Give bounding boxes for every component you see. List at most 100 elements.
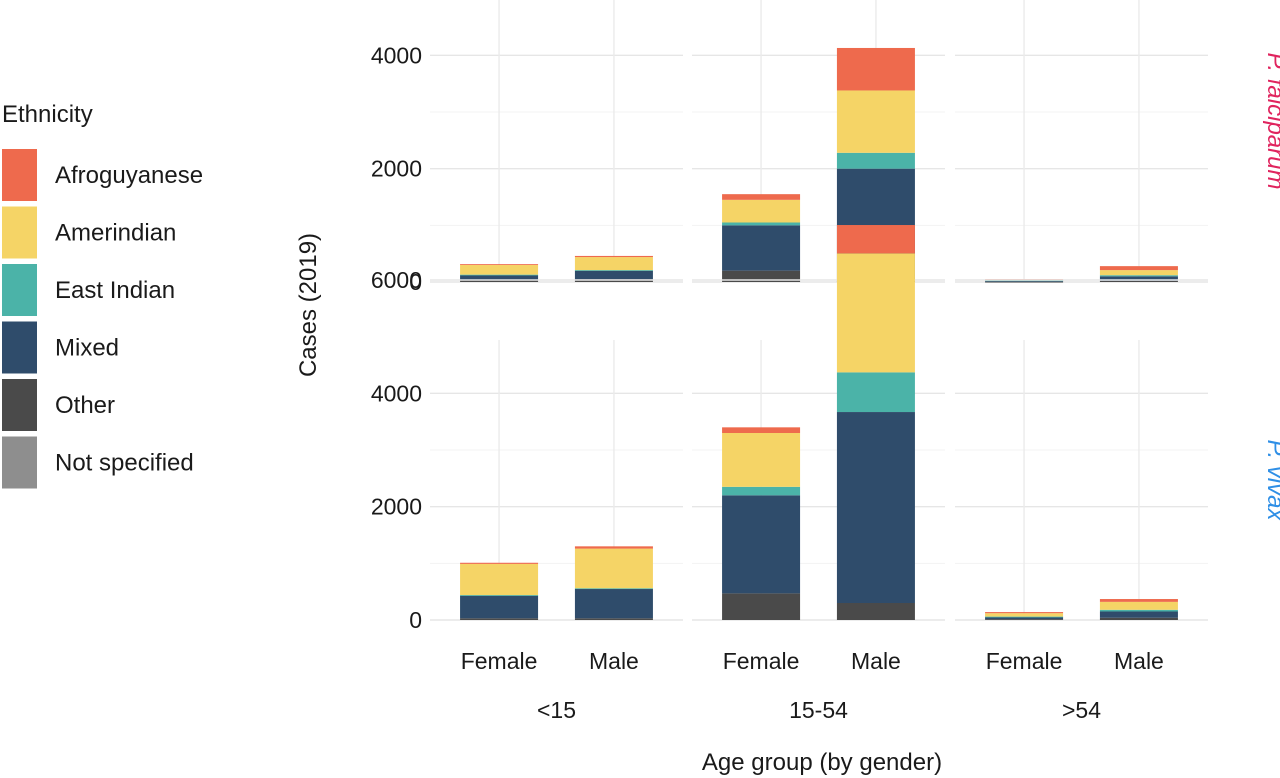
bar-54-male — [1099, 599, 1178, 620]
facet-label: >54 — [1062, 697, 1101, 723]
bar-segment-afroguyanese — [722, 427, 801, 433]
legend-swatch-mixed — [2, 321, 37, 374]
bar-segment-amerindian — [836, 253, 915, 373]
bar-15-54-male — [836, 225, 915, 620]
legend-label-afroguyanese: Afroguyanese — [55, 162, 203, 189]
facet-label: <15 — [537, 697, 576, 723]
bar-segment-east-indian — [722, 222, 801, 226]
bar-54-male — [1099, 266, 1178, 282]
bar-segment-east-indian — [722, 486, 801, 496]
bar-segment-afroguyanese — [460, 264, 539, 265]
bar-54-female — [985, 612, 1064, 620]
bar-segment-afroguyanese — [985, 612, 1064, 614]
bar-segment-afroguyanese — [836, 225, 915, 254]
bar-segment-other — [836, 603, 915, 620]
legend-label-amerindian: Amerindian — [55, 220, 176, 247]
legend-label-other: Other — [55, 392, 115, 419]
bar-segment-amerindian — [1099, 270, 1178, 276]
bar-segment-amerindian — [460, 563, 539, 596]
strip-label: P. vivax — [1262, 440, 1280, 522]
y-tick-label: 6000 — [371, 267, 422, 293]
bar-segment-east-indian — [1099, 275, 1178, 277]
bar-segment-other — [985, 281, 1064, 283]
bar-segment-other — [574, 618, 653, 620]
bar-segment-east-indian — [836, 152, 915, 169]
bar-segment-mixed — [574, 588, 653, 619]
bar-15-54-female — [722, 427, 801, 620]
x-axis-label: Age group (by gender) — [702, 749, 942, 776]
bar-segment-afroguyanese — [836, 47, 915, 91]
legend-entries: Afroguyanese Amerindian East Indian Mixed Ot… — [2, 149, 203, 489]
y-axis-label: Cases (2019) — [295, 233, 322, 377]
bar-segment-amerindian — [836, 90, 915, 153]
y-tick-label: 0 — [409, 607, 422, 633]
x-tick-label: Male — [851, 648, 901, 674]
panel-p-vivax: 0 2000 4000 6000 P. vivax — [371, 225, 1280, 633]
bar-segment-amerindian — [722, 433, 801, 487]
legend-swatch-other — [2, 379, 37, 431]
bar-segment-other — [985, 619, 1064, 620]
x-tick-label: Female — [723, 648, 800, 674]
facet-label: 15-54 — [789, 697, 848, 723]
bar-segment-east-indian — [574, 588, 653, 590]
bar-segment-amerindian — [985, 613, 1064, 617]
bar-segment-afroguyanese — [1099, 266, 1178, 271]
bar-segment-amerindian — [574, 548, 653, 589]
bar-segment-mixed — [722, 495, 801, 594]
legend-label-east-indian: East Indian — [55, 277, 175, 304]
legend-swatch-not-specified — [2, 436, 37, 489]
bar-segment-other — [460, 279, 539, 282]
bar-segment-amerindian — [1099, 601, 1178, 610]
bar-segment-east-indian — [574, 270, 653, 271]
bar-segment-other — [1099, 280, 1178, 282]
bar-segment-afroguyanese — [574, 255, 653, 258]
bar-segment-east-indian — [460, 274, 539, 276]
x-tick-label: Female — [461, 648, 538, 674]
bar-segment-afroguyanese — [1099, 599, 1178, 602]
legend: Ethnicity Afroguyanese Amerindian East Ind… — [2, 101, 203, 489]
y-tick-label: 4000 — [371, 380, 422, 406]
bar-segment-afroguyanese — [460, 562, 539, 564]
bar-segment-east-indian — [1099, 609, 1178, 612]
legend-swatch-east-indian — [2, 264, 37, 316]
bar-segment-mixed — [574, 270, 653, 280]
x-tick-label: Male — [1114, 648, 1164, 674]
legend-label-not-specified: Not specified — [55, 450, 194, 477]
facet-grid — [955, 279, 1208, 621]
bar-15-54-female — [722, 194, 801, 282]
y-tick-label: 2000 — [371, 156, 422, 182]
bar-segment-mixed — [722, 225, 801, 271]
legend-title: Ethnicity — [2, 101, 93, 128]
bar-segment-afroguyanese — [722, 194, 801, 200]
bar-segment-mixed — [460, 275, 539, 280]
bar-segment-amerindian — [574, 257, 653, 271]
bar-segment-east-indian — [836, 372, 915, 413]
panel-p-falciparum: 0 2000 4000 6000 P. falciparum — [371, 0, 1280, 295]
legend-swatch-afroguyanese — [2, 149, 37, 201]
bar-segment-mixed — [460, 595, 539, 619]
y-tick-label: 4000 — [371, 42, 422, 68]
facet-grid — [955, 0, 1208, 283]
bar-segment-mixed — [1099, 611, 1178, 618]
bar-segment-other — [1099, 617, 1178, 620]
bar-segment-other — [460, 618, 539, 620]
bar-segment-amerindian — [460, 265, 539, 275]
bar-15-female — [460, 562, 539, 620]
y-tick-label: 0 — [409, 269, 422, 295]
bar-segment-mixed — [1099, 276, 1178, 281]
bar-15-male — [574, 546, 653, 620]
bar-segment-mixed — [985, 280, 1064, 282]
bar-segment-other — [722, 593, 801, 620]
y-tick-label: 2000 — [371, 494, 422, 520]
legend-label-mixed: Mixed — [55, 335, 119, 362]
bar-segment-other — [722, 270, 801, 282]
bar-15-male — [574, 255, 653, 282]
x-tick-label: Female — [986, 648, 1063, 674]
facet-grid — [430, 0, 683, 283]
legend-swatch-amerindian — [2, 206, 37, 259]
bar-segment-mixed — [836, 412, 915, 603]
bar-segment-east-indian — [985, 616, 1064, 618]
bar-segment-amerindian — [722, 199, 801, 223]
